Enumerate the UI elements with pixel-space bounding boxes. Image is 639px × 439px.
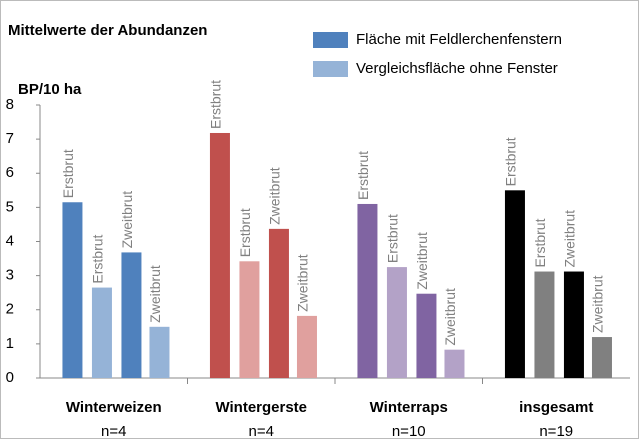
category-label: insgesamt xyxy=(519,399,593,416)
bar-label: Erstbrut xyxy=(503,137,519,186)
sample-size: n=19 xyxy=(539,423,573,439)
category-label: Wintergerste xyxy=(215,399,307,416)
y-tick-label: 3 xyxy=(6,267,14,284)
bar-label: Erstbrut xyxy=(532,218,548,267)
bar xyxy=(149,327,169,378)
bar xyxy=(505,190,525,378)
bar xyxy=(444,350,464,378)
legend-swatch xyxy=(313,61,348,77)
chart: Mittelwerte der Abundanzen BP/10 ha Fläc… xyxy=(0,0,639,439)
legend-label: Fläche mit Feldlerchenfenstern xyxy=(356,31,562,48)
bar xyxy=(92,288,112,378)
y-axis-label: BP/10 ha xyxy=(18,81,82,98)
bar-label: Zweitbrut xyxy=(562,210,578,268)
legend-swatch xyxy=(313,32,348,48)
y-tick-label: 5 xyxy=(6,198,14,215)
bar-label: Erstbrut xyxy=(60,149,76,198)
sample-size: n=4 xyxy=(249,423,274,439)
bar xyxy=(297,316,317,378)
bar xyxy=(269,229,289,378)
y-tick-label: 6 xyxy=(6,164,14,181)
category-label: Winterraps xyxy=(370,399,448,416)
bar-label: Zweitbrut xyxy=(590,275,606,333)
bar xyxy=(357,204,377,378)
bar xyxy=(416,294,436,378)
sample-size: n=10 xyxy=(392,423,426,439)
y-tick-label: 2 xyxy=(6,301,14,318)
bar xyxy=(564,272,584,378)
bar xyxy=(387,267,407,378)
bar xyxy=(592,337,612,378)
chart-title: Mittelwerte der Abundanzen xyxy=(8,22,207,39)
bar xyxy=(239,261,259,378)
y-tick-label: 7 xyxy=(6,130,14,147)
bar-label: Erstbrut xyxy=(355,151,371,200)
bar-label: Zweitbrut xyxy=(267,167,283,225)
bar-label: Erstbrut xyxy=(237,208,253,257)
bar-label: Zweitbrut xyxy=(295,254,311,312)
category-label: Winterweizen xyxy=(66,399,162,416)
legend-label: Vergleichsfläche ohne Fenster xyxy=(356,60,558,77)
bar-label: Zweitbrut xyxy=(414,232,430,290)
bar-label: Erstbrut xyxy=(385,214,401,263)
y-tick-label: 8 xyxy=(6,96,14,113)
bar xyxy=(62,202,82,378)
bar-label: Zweitbrut xyxy=(119,191,135,249)
bar xyxy=(121,252,141,378)
bar-label: Zweitbrut xyxy=(147,265,163,323)
y-tick-label: 0 xyxy=(6,369,14,386)
bar-label: Zweitbrut xyxy=(442,288,458,346)
bar xyxy=(210,133,230,378)
y-tick-label: 4 xyxy=(6,232,14,249)
y-tick-label: 1 xyxy=(6,335,14,352)
bar-label: Erstbrut xyxy=(90,234,106,283)
sample-size: n=4 xyxy=(101,423,126,439)
bar-label: Erstbrut xyxy=(208,80,224,129)
bar xyxy=(534,272,554,378)
